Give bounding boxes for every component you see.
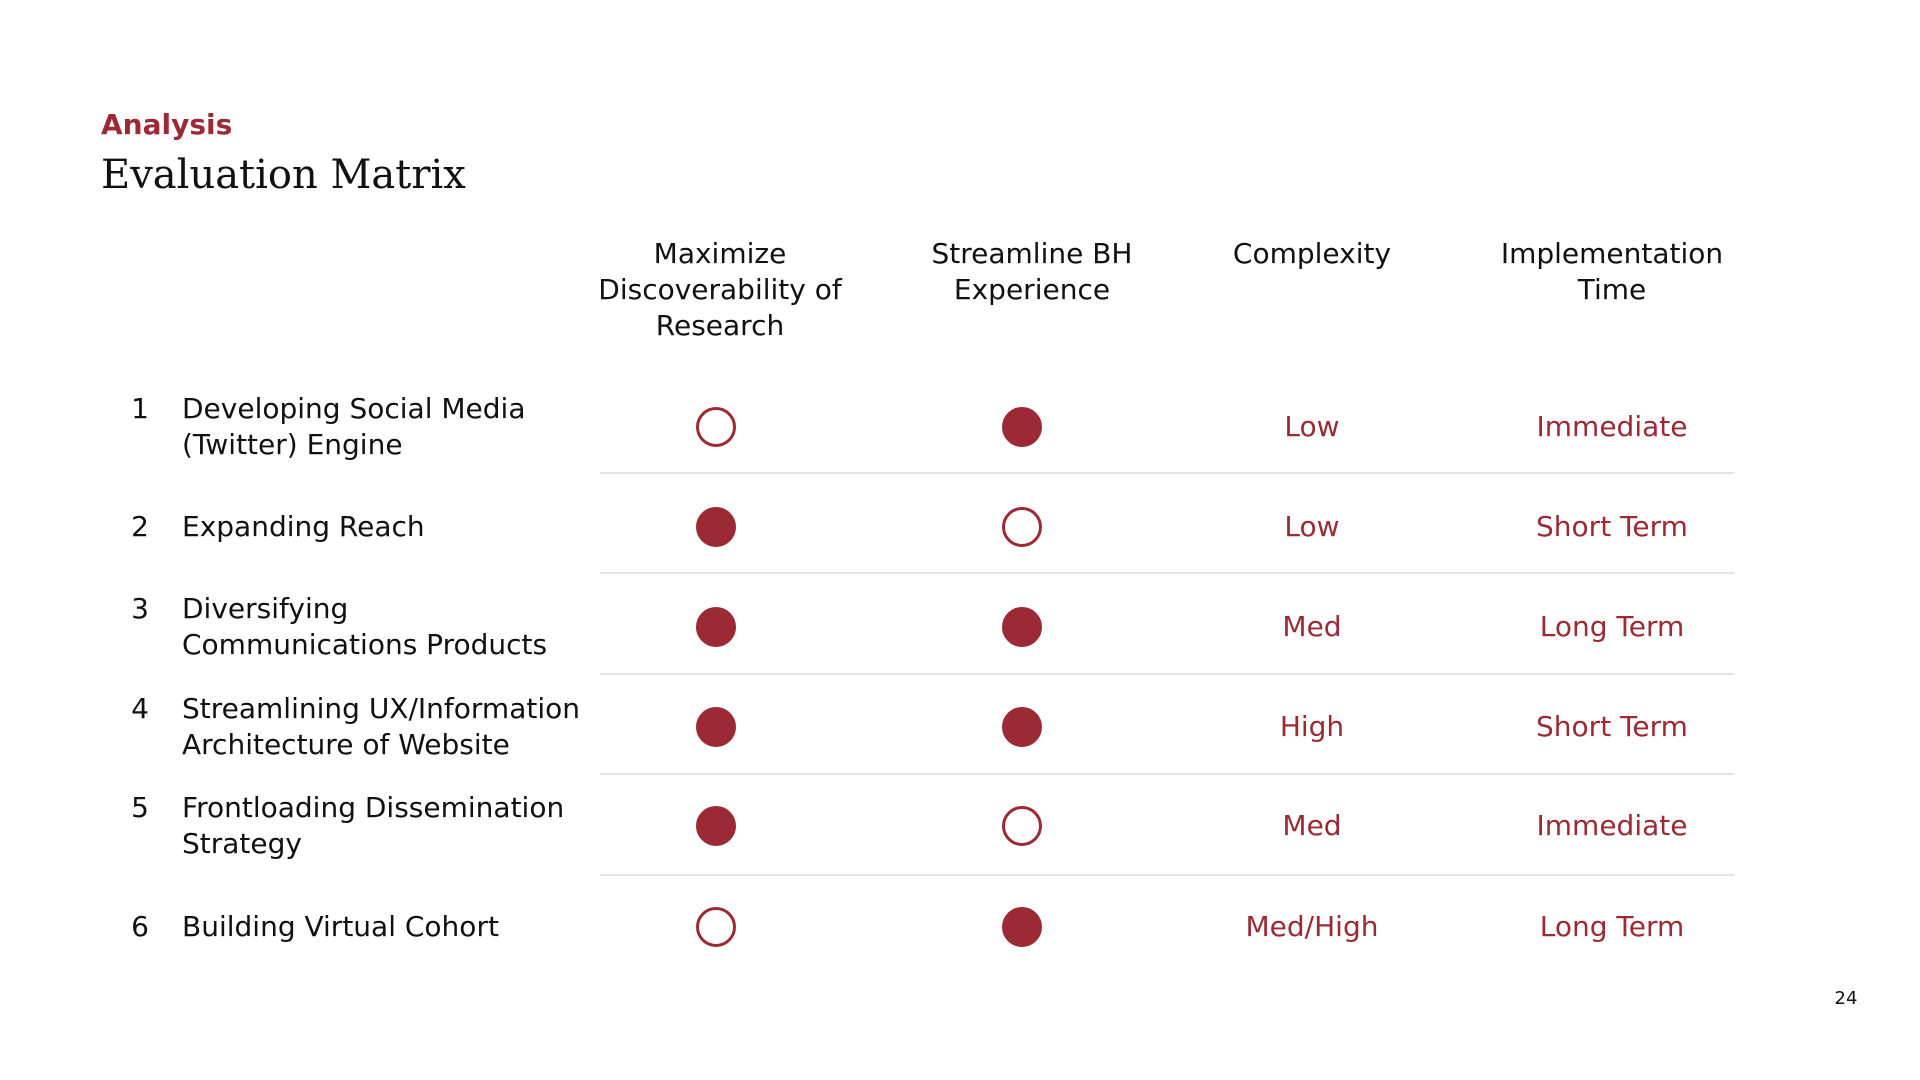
page-number: 24 [1834, 988, 1858, 1009]
complexity-value: Med [1282, 610, 1342, 643]
empty-circle-icon [696, 907, 736, 947]
filled-circle-icon [1002, 707, 1042, 747]
row-number: 4 [131, 692, 149, 725]
row-divider [600, 874, 1734, 876]
complexity-value: Low [1284, 410, 1340, 443]
row-label: Frontloading Dissemination Strategy [182, 791, 565, 860]
row-label: Streamlining UX/Information Architecture… [182, 692, 581, 761]
row-label: Expanding Reach [182, 510, 425, 543]
row-divider [600, 472, 1734, 474]
row-number: 5 [131, 791, 149, 824]
filled-circle-icon [696, 507, 736, 547]
row-label: Developing Social Media (Twitter) Engine [182, 392, 526, 461]
complexity-value: Med/High [1245, 910, 1379, 943]
empty-circle-icon [1002, 806, 1042, 846]
implementation-time-value: Long Term [1539, 610, 1685, 643]
row-divider [600, 773, 1734, 775]
filled-circle-icon [1002, 407, 1042, 447]
filled-circle-icon [696, 806, 736, 846]
row-label: Building Virtual Cohort [182, 910, 499, 943]
implementation-time-value: Short Term [1536, 710, 1688, 743]
empty-circle-icon [1002, 507, 1042, 547]
complexity-value: Med [1282, 809, 1342, 842]
column-header-complexity: Complexity [1232, 237, 1392, 270]
row-divider [600, 673, 1734, 675]
row-number: 3 [131, 592, 149, 625]
column-header-streamline: Streamline BH Experience [931, 237, 1133, 306]
column-header-discoverability: Maximize Discoverability of Research [598, 237, 842, 342]
row-divider [600, 572, 1734, 574]
filled-circle-icon [696, 607, 736, 647]
empty-circle-icon [696, 407, 736, 447]
row-number: 6 [131, 910, 149, 943]
complexity-value: Low [1284, 510, 1340, 543]
implementation-time-value: Long Term [1539, 910, 1685, 943]
filled-circle-icon [1002, 607, 1042, 647]
filled-circle-icon [1002, 907, 1042, 947]
filled-circle-icon [696, 707, 736, 747]
implementation-time-value: Immediate [1536, 410, 1688, 443]
slide-title: Evaluation Matrix [101, 152, 466, 198]
row-number: 1 [131, 392, 149, 425]
row-label: Diversifying Communications Products [182, 592, 548, 661]
implementation-time-value: Immediate [1536, 809, 1688, 842]
implementation-time-value: Short Term [1536, 510, 1688, 543]
row-number: 2 [131, 510, 149, 543]
section-label: Analysis [101, 108, 233, 141]
complexity-value: High [1279, 710, 1345, 743]
column-header-implementation-time: Implementation Time [1500, 237, 1724, 306]
